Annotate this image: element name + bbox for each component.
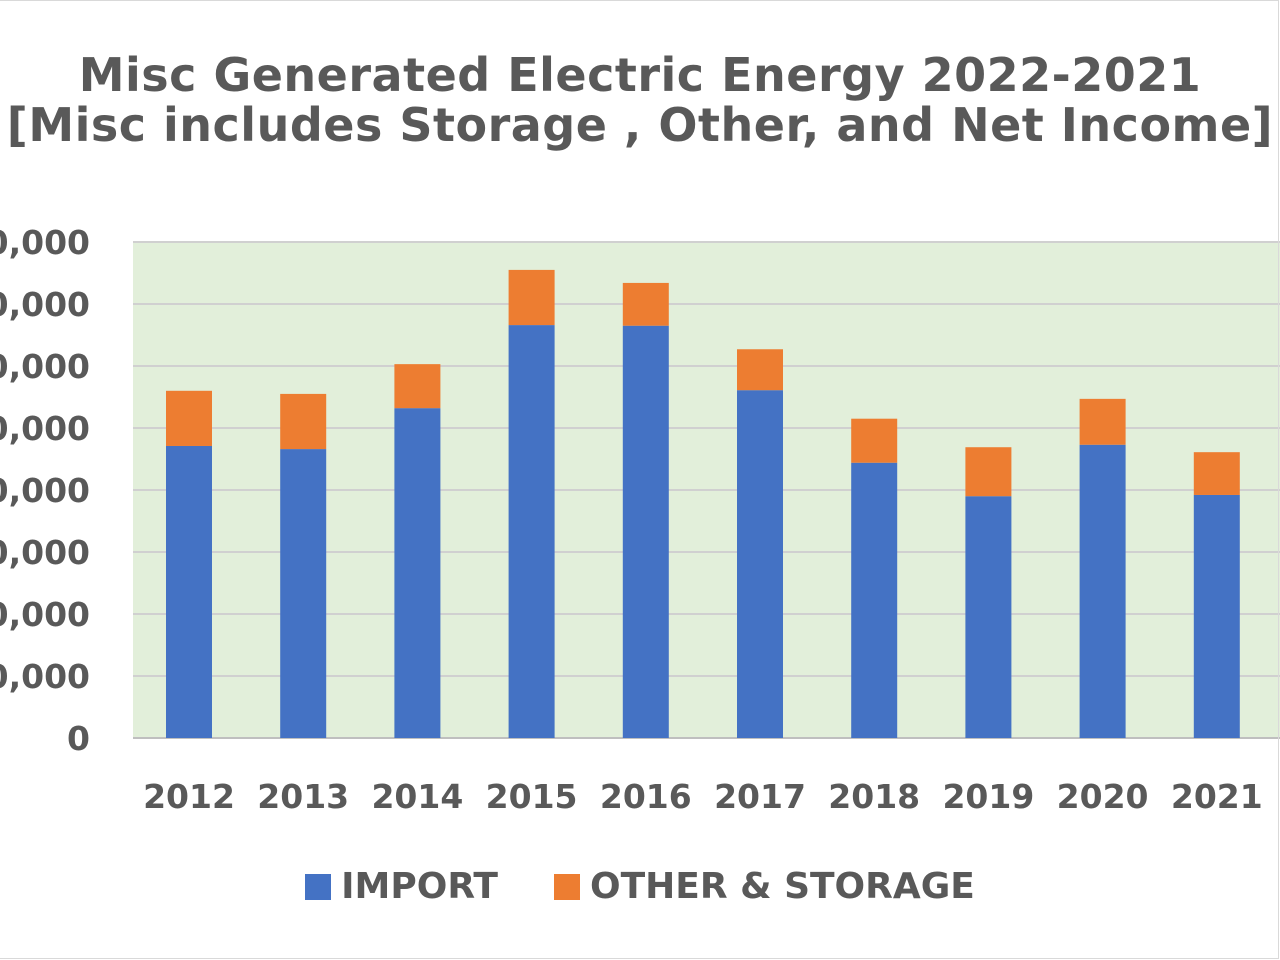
bar-import: [965, 496, 1012, 738]
bar-other-storage: [737, 349, 783, 391]
chart-subtitle: [Misc includes Storage , Other, and Net …: [6, 98, 1274, 152]
legend-swatch-other-storage: [554, 873, 580, 900]
chart-title: Misc Generated Electric Energy 2022-2021: [78, 48, 1202, 102]
legend-label-import: IMPORT: [341, 866, 498, 907]
x-tick-label: 2016: [600, 777, 692, 816]
bar-import: [851, 462, 898, 738]
y-tick-label: 60,000: [0, 347, 90, 386]
bar-other-storage: [965, 447, 1012, 497]
y-tick-label: 20,000: [0, 595, 90, 634]
bar-other-storage: [1079, 398, 1126, 445]
bar-import: [508, 325, 555, 738]
y-tick-label: 0: [67, 719, 90, 758]
bar-other-storage: [166, 390, 212, 446]
bar-import: [394, 408, 441, 738]
x-tick-label: 2019: [942, 777, 1034, 816]
bar-other-storage: [851, 418, 898, 463]
x-tick-label: 2014: [371, 777, 463, 816]
bar-import: [166, 445, 212, 738]
x-tick-label: 2021: [1171, 777, 1263, 816]
bar-import: [280, 449, 327, 738]
legend-item-import: IMPORT: [305, 866, 498, 907]
y-tick-label: 70,000: [0, 285, 90, 324]
x-tick-label: 2017: [714, 777, 806, 816]
y-tick-label: 80,000: [0, 223, 90, 262]
bar-other-storage: [394, 364, 441, 409]
x-tick-label: 2020: [1057, 777, 1149, 816]
bar-import: [1193, 494, 1240, 738]
legend-swatch-import: [305, 873, 332, 900]
bar-other-storage: [280, 393, 327, 450]
x-tick-label: 2013: [257, 777, 349, 816]
bar-import: [622, 325, 669, 738]
y-tick-label: 10,000: [0, 657, 90, 696]
y-tick-label: 50,000: [0, 409, 90, 448]
legend-label-other-storage: OTHER & STORAGE: [590, 866, 975, 907]
bar-import: [1079, 444, 1126, 738]
x-tick-label: 2015: [486, 777, 578, 816]
x-tick-label: 2012: [143, 777, 235, 816]
bar-other-storage: [508, 269, 555, 326]
bar-other-storage: [1193, 452, 1240, 495]
y-tick-label: 40,000: [0, 471, 90, 510]
x-tick-label: 2018: [828, 777, 920, 816]
bar-other-storage: [622, 282, 669, 326]
legend-item-other-storage: OTHER & STORAGE: [554, 866, 975, 907]
bar-import: [737, 390, 783, 738]
y-tick-label: 30,000: [0, 533, 90, 572]
legend: IMPORT OTHER & STORAGE: [0, 866, 1280, 907]
